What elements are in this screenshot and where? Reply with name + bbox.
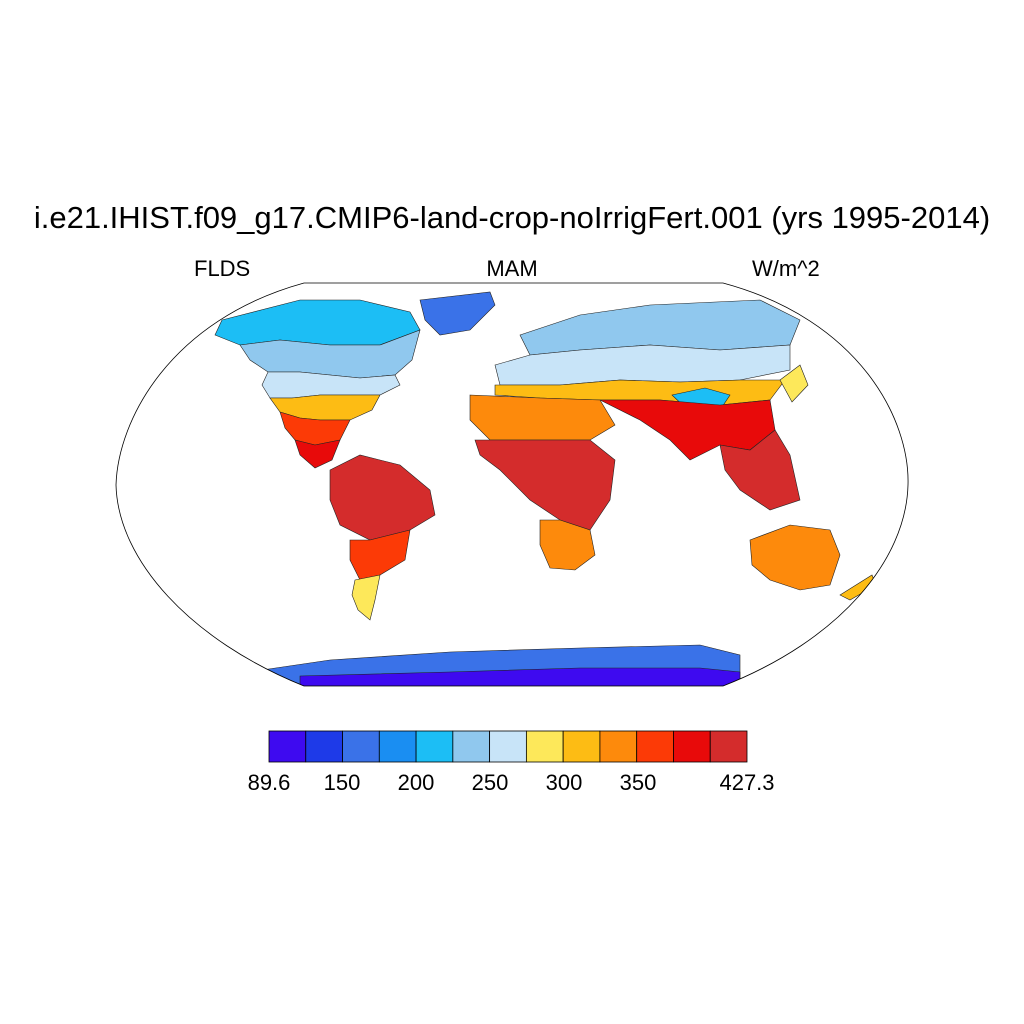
units-label: W/m^2 bbox=[752, 256, 820, 281]
variable-label: FLDS bbox=[194, 256, 251, 281]
map-outline bbox=[115, 282, 909, 687]
colorbar-tick-label: 200 bbox=[397, 770, 435, 795]
land-south-america-mid bbox=[349, 529, 411, 581]
colorbar-swatch bbox=[489, 730, 527, 763]
colorbar-swatch bbox=[599, 730, 638, 763]
land-antarctica-interior bbox=[299, 667, 741, 686]
land-africa-south bbox=[539, 519, 596, 571]
land-australia bbox=[749, 524, 841, 591]
colorbar-tick-label: 150 bbox=[323, 770, 361, 795]
colorbar-swatch bbox=[525, 730, 564, 763]
colorbar-tick-label: 350 bbox=[619, 770, 657, 795]
land-south-america-south bbox=[351, 574, 381, 621]
colorbar-swatch bbox=[378, 730, 417, 763]
colorbar-swatch bbox=[673, 730, 711, 763]
plot-title: i.e21.IHIST.f09_g17.CMIP6-land-crop-noIr… bbox=[33, 200, 991, 235]
colorbar-swatch bbox=[342, 730, 380, 763]
colorbar-tick-label: 89.6 bbox=[247, 770, 291, 795]
land-mexico bbox=[294, 439, 341, 469]
land-new-zealand bbox=[839, 574, 877, 601]
land-africa-central bbox=[474, 439, 616, 531]
land-africa-north bbox=[469, 394, 616, 441]
land-greenland bbox=[419, 291, 496, 336]
colorbar-swatch bbox=[562, 730, 601, 763]
colorbar-swatch bbox=[305, 730, 343, 763]
colorbar-swatch bbox=[452, 730, 491, 763]
land-southeast-asia bbox=[719, 429, 801, 511]
colorbar-tick-label: 300 bbox=[545, 770, 583, 795]
land-south-america-north bbox=[329, 454, 436, 541]
colorbar-swatch bbox=[636, 730, 674, 763]
colorbar-tick-label: 427.3 bbox=[719, 770, 775, 795]
season-label: MAM bbox=[486, 256, 538, 281]
colorbar-swatch bbox=[709, 730, 748, 763]
land-japan bbox=[779, 364, 809, 403]
colorbar-swatch bbox=[268, 730, 307, 763]
colorbar bbox=[268, 730, 748, 763]
colorbar-swatch bbox=[415, 730, 454, 763]
colorbar-tick-label: 250 bbox=[471, 770, 509, 795]
land-north-america-arctic bbox=[214, 299, 421, 346]
